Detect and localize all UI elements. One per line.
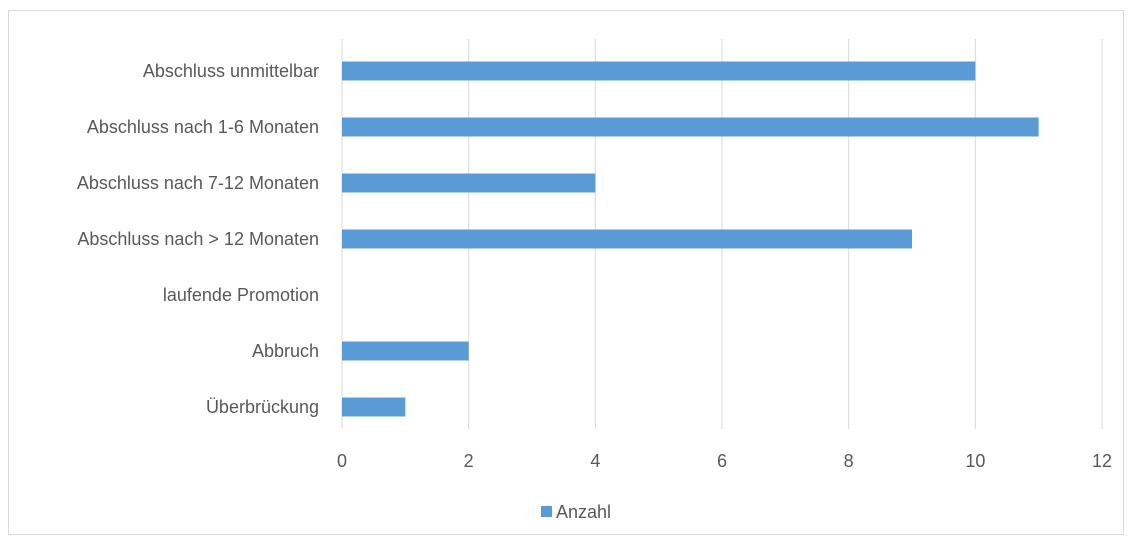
bar xyxy=(342,117,1039,137)
x-tick-label: 10 xyxy=(965,451,985,471)
category-label: Überbrückung xyxy=(206,397,319,417)
category-label: Abschluss nach 1-6 Monaten xyxy=(87,117,319,137)
bar xyxy=(342,173,596,193)
category-label: Abschluss unmittelbar xyxy=(143,61,319,81)
x-tick-label: 6 xyxy=(717,451,727,471)
x-tick-label: 0 xyxy=(337,451,347,471)
legend: Anzahl xyxy=(541,502,611,522)
chart-frame: Abschluss unmittelbar Abschluss nach 1-6 … xyxy=(8,10,1124,535)
category-label: Abschluss nach 7-12 Monaten xyxy=(77,173,319,193)
x-tick-label: 2 xyxy=(464,451,474,471)
x-tick-label: 4 xyxy=(590,451,600,471)
category-labels: Abschluss unmittelbar Abschluss nach 1-6 … xyxy=(77,61,319,417)
category-label: Abschluss nach > 12 Monaten xyxy=(77,229,319,249)
category-label: laufende Promotion xyxy=(163,285,319,305)
bar xyxy=(342,61,976,81)
bar xyxy=(342,229,912,249)
category-label: Abbruch xyxy=(252,341,319,361)
bar-chart: Abschluss unmittelbar Abschluss nach 1-6 … xyxy=(77,39,1112,522)
x-tick-label: 12 xyxy=(1092,451,1112,471)
x-tick-labels: 0 2 4 6 8 10 12 xyxy=(337,451,1112,471)
bar xyxy=(342,397,406,417)
x-tick-label: 8 xyxy=(844,451,854,471)
legend-swatch xyxy=(541,506,552,517)
bars xyxy=(342,61,1039,417)
bar xyxy=(342,341,469,361)
legend-label: Anzahl xyxy=(556,502,611,522)
